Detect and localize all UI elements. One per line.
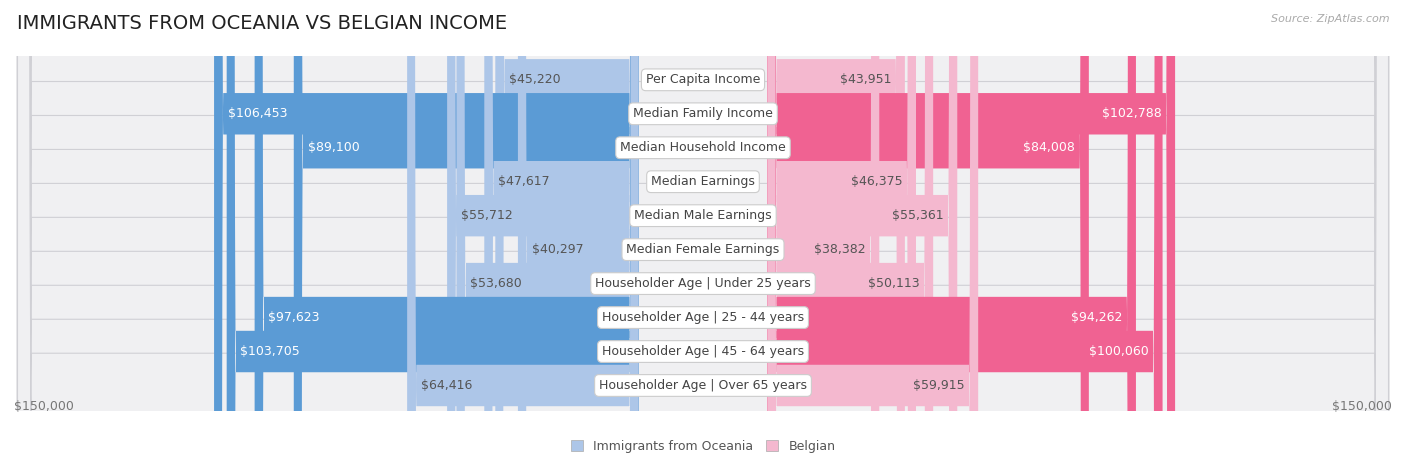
Text: $94,262: $94,262 — [1071, 311, 1122, 324]
FancyBboxPatch shape — [768, 0, 1175, 467]
Text: $40,297: $40,297 — [531, 243, 583, 256]
Text: $38,382: $38,382 — [814, 243, 866, 256]
FancyBboxPatch shape — [17, 0, 1389, 467]
FancyBboxPatch shape — [768, 0, 915, 467]
Text: $55,361: $55,361 — [891, 209, 943, 222]
FancyBboxPatch shape — [17, 0, 1389, 467]
Text: Median Male Earnings: Median Male Earnings — [634, 209, 772, 222]
Text: $106,453: $106,453 — [228, 107, 287, 120]
Text: Householder Age | 25 - 44 years: Householder Age | 25 - 44 years — [602, 311, 804, 324]
FancyBboxPatch shape — [447, 0, 638, 467]
FancyBboxPatch shape — [768, 0, 1136, 467]
Text: $150,000: $150,000 — [1331, 400, 1392, 413]
FancyBboxPatch shape — [768, 0, 1088, 467]
Text: IMMIGRANTS FROM OCEANIA VS BELGIAN INCOME: IMMIGRANTS FROM OCEANIA VS BELGIAN INCOM… — [17, 14, 508, 33]
FancyBboxPatch shape — [768, 0, 879, 467]
Text: Median Household Income: Median Household Income — [620, 141, 786, 154]
Text: Householder Age | Under 25 years: Householder Age | Under 25 years — [595, 277, 811, 290]
FancyBboxPatch shape — [517, 0, 638, 467]
FancyBboxPatch shape — [294, 0, 638, 467]
Text: $64,416: $64,416 — [420, 379, 472, 392]
Text: Median Family Income: Median Family Income — [633, 107, 773, 120]
FancyBboxPatch shape — [17, 0, 1389, 467]
Text: $84,008: $84,008 — [1024, 141, 1076, 154]
FancyBboxPatch shape — [17, 0, 1389, 467]
FancyBboxPatch shape — [768, 0, 957, 467]
FancyBboxPatch shape — [768, 0, 905, 467]
Text: $100,060: $100,060 — [1090, 345, 1149, 358]
FancyBboxPatch shape — [457, 0, 638, 467]
FancyBboxPatch shape — [495, 0, 638, 467]
Text: $97,623: $97,623 — [269, 311, 321, 324]
FancyBboxPatch shape — [484, 0, 638, 467]
FancyBboxPatch shape — [17, 0, 1389, 467]
Text: $55,712: $55,712 — [461, 209, 513, 222]
Text: $50,113: $50,113 — [868, 277, 920, 290]
FancyBboxPatch shape — [768, 0, 979, 467]
Text: $47,617: $47,617 — [498, 175, 550, 188]
Text: $103,705: $103,705 — [240, 345, 301, 358]
Text: $43,951: $43,951 — [839, 73, 891, 86]
FancyBboxPatch shape — [408, 0, 638, 467]
FancyBboxPatch shape — [254, 0, 638, 467]
FancyBboxPatch shape — [17, 0, 1389, 467]
FancyBboxPatch shape — [768, 0, 934, 467]
Legend: Immigrants from Oceania, Belgian: Immigrants from Oceania, Belgian — [565, 435, 841, 458]
Text: $46,375: $46,375 — [851, 175, 903, 188]
Text: $102,788: $102,788 — [1101, 107, 1161, 120]
FancyBboxPatch shape — [17, 0, 1389, 467]
Text: Source: ZipAtlas.com: Source: ZipAtlas.com — [1271, 14, 1389, 24]
FancyBboxPatch shape — [17, 0, 1389, 467]
FancyBboxPatch shape — [214, 0, 638, 467]
Text: $45,220: $45,220 — [509, 73, 561, 86]
Text: $89,100: $89,100 — [308, 141, 360, 154]
Text: Householder Age | 45 - 64 years: Householder Age | 45 - 64 years — [602, 345, 804, 358]
Text: Householder Age | Over 65 years: Householder Age | Over 65 years — [599, 379, 807, 392]
Text: $53,680: $53,680 — [470, 277, 522, 290]
Text: Per Capita Income: Per Capita Income — [645, 73, 761, 86]
FancyBboxPatch shape — [226, 0, 638, 467]
Text: $59,915: $59,915 — [912, 379, 965, 392]
Text: Median Earnings: Median Earnings — [651, 175, 755, 188]
FancyBboxPatch shape — [17, 0, 1389, 467]
FancyBboxPatch shape — [17, 0, 1389, 467]
Text: $150,000: $150,000 — [14, 400, 75, 413]
Text: Median Female Earnings: Median Female Earnings — [627, 243, 779, 256]
FancyBboxPatch shape — [768, 0, 1163, 467]
